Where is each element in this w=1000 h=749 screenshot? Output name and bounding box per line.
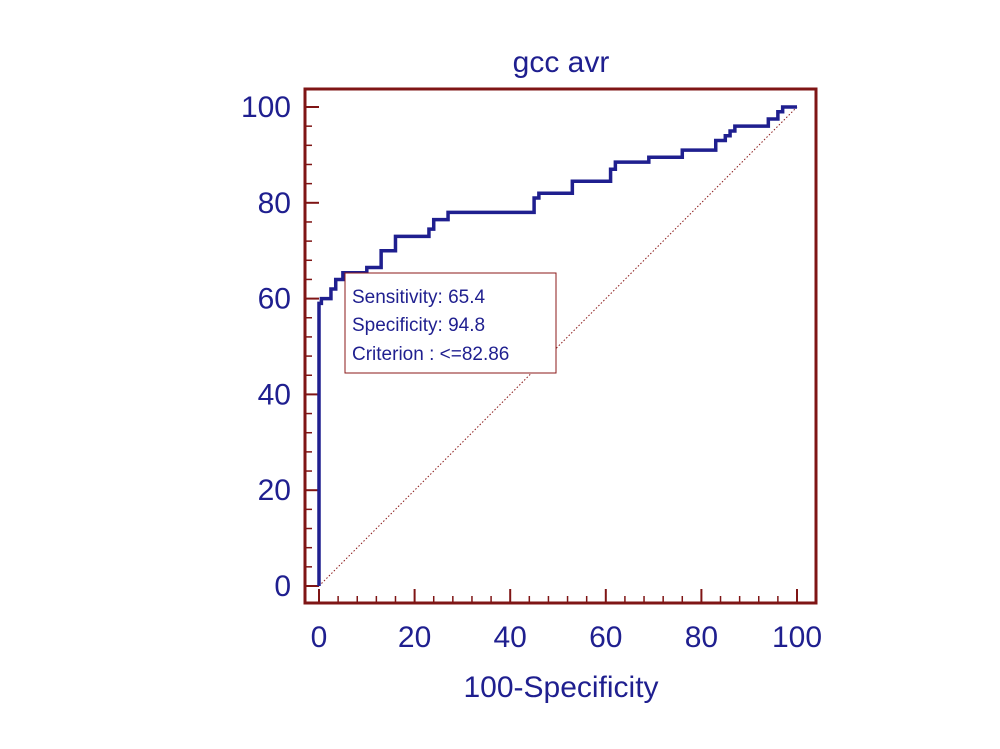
plot-frame xyxy=(303,87,818,605)
y-tick-label: 100 xyxy=(241,91,291,124)
chart-title: gcc avr xyxy=(513,46,610,79)
roc-curve-line xyxy=(317,105,797,586)
x-axis-tick-labels: 0 20 40 60 80 100 xyxy=(311,621,822,654)
y-tick-label: 60 xyxy=(258,283,291,316)
y-tick-label: 20 xyxy=(258,474,291,507)
reference-diagonal-line xyxy=(318,106,798,587)
y-axis-ticks xyxy=(305,106,319,587)
y-tick-label: 40 xyxy=(258,378,291,411)
annotation-box xyxy=(344,272,557,374)
x-tick-label: 100 xyxy=(772,621,822,654)
x-tick-label: 20 xyxy=(398,621,431,654)
y-tick-label: 80 xyxy=(258,187,291,220)
annotation-sensitivity: Sensitivity: 65.4 xyxy=(352,287,485,308)
y-tick-label: 0 xyxy=(274,570,291,603)
criterion-annotation: Sensitivity: 65.4 Specificity: 94.8 Crit… xyxy=(344,272,557,374)
x-axis-ticks xyxy=(318,589,798,603)
x-tick-label: 40 xyxy=(494,621,527,654)
annotation-criterion: Criterion : <=82.86 xyxy=(352,344,509,365)
annotation-specificity: Specificity: 94.8 xyxy=(352,315,485,336)
x-axis-label: 100-Specificity xyxy=(463,671,658,704)
x-tick-label: 0 xyxy=(311,621,328,654)
x-tick-label: 60 xyxy=(589,621,622,654)
x-tick-label: 80 xyxy=(685,621,718,654)
y-axis-tick-labels: 0 20 40 60 80 100 xyxy=(241,91,291,603)
